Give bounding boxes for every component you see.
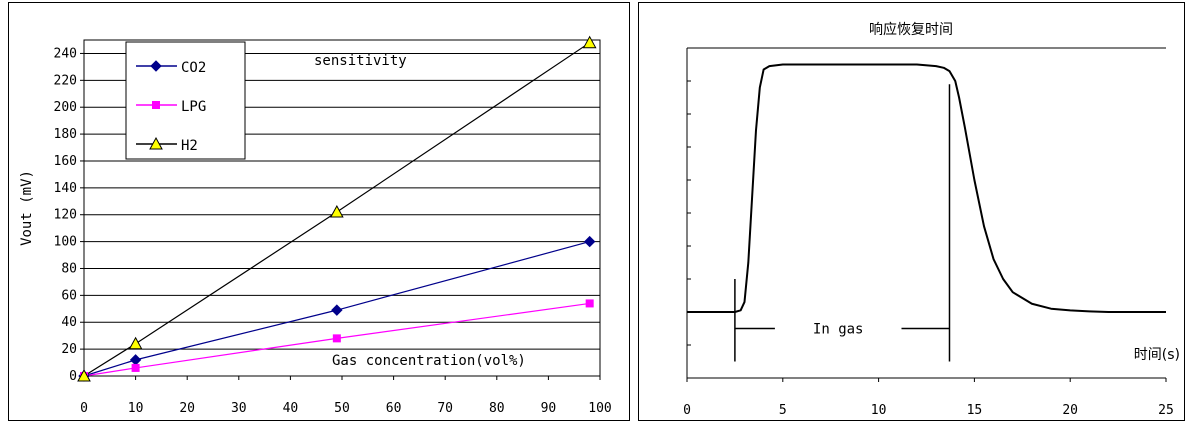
x-tick-label: 10	[871, 403, 887, 418]
x-tick-label: 100	[588, 401, 611, 416]
x-axis-label: 时间(s)	[1134, 347, 1180, 363]
x-axis-label: Gas concentration(vol%)	[332, 353, 526, 369]
y-tick-label: 240	[54, 46, 77, 61]
x-tick-label: 90	[541, 401, 557, 416]
legend-label-co2: CO2	[181, 60, 206, 76]
x-tick-label: 25	[1158, 403, 1174, 418]
x-tick-label: 60	[386, 401, 402, 416]
data-point-co2	[129, 354, 142, 366]
x-tick-label: 20	[1062, 403, 1078, 418]
response-curve	[687, 63, 1166, 313]
y-tick-label: 80	[61, 261, 77, 276]
x-tick-label: 30	[231, 401, 247, 416]
y-tick-label: 180	[54, 127, 77, 142]
response-time-chart: 响应恢复时间 0 5 10 15 20 25 In gas 时间(s)	[683, 21, 1180, 418]
x-tick-label: 40	[283, 401, 299, 416]
data-point-lpg	[332, 334, 341, 343]
x-tick-label: 15	[967, 403, 983, 418]
legend-marker-lpg	[152, 101, 160, 109]
in-gas-annotation: In gas	[813, 322, 864, 338]
data-point-h2	[582, 35, 597, 49]
y-axis-label: Vout (mV)	[19, 170, 35, 246]
x-tick-label: 0	[80, 401, 88, 416]
y-tick-label: 140	[54, 181, 77, 196]
data-point-co2	[331, 304, 343, 316]
data-point-lpg	[131, 363, 140, 372]
y-tick-label: 100	[54, 235, 77, 250]
x-tick-label: 50	[334, 401, 350, 416]
data-point-h2	[77, 368, 91, 382]
legend-marker-co2	[150, 60, 162, 72]
data-point-lpg	[585, 299, 594, 308]
x-tick-label: 5	[779, 403, 787, 418]
series-line-lpg	[83, 302, 590, 377]
legend-box	[125, 41, 246, 160]
y-tick-label: 200	[54, 100, 77, 115]
x-tick-label: 10	[128, 401, 144, 416]
sensitivity-chart: 0 20 40 60 80 100 120 140 160 180 200 220 240 0 10 20 30…	[19, 35, 612, 416]
y-tick-label: 60	[61, 288, 77, 303]
y-tick-label: 20	[61, 342, 77, 357]
x-tick-label: 20	[179, 401, 195, 416]
data-point-co2	[583, 235, 596, 248]
chart-title: sensitivity	[314, 53, 407, 69]
legend-label-lpg: LPG	[181, 99, 206, 115]
data-point-h2	[128, 336, 143, 350]
legend-label-h2: H2	[181, 138, 198, 154]
y-tick-label: 120	[54, 208, 77, 223]
y-tick-label: 0	[69, 369, 77, 384]
x-tick-label: 0	[683, 403, 691, 418]
chart-title: 响应恢复时间	[869, 21, 953, 38]
data-point-h2	[329, 204, 344, 218]
sensitivity-chart-panel: 0 20 40 60 80 100 120 140 160 180 200 220 240 0 10 20 30…	[8, 2, 630, 421]
legend-marker-h2	[149, 136, 163, 150]
y-tick-label: 40	[61, 315, 77, 330]
series-line-h2	[83, 42, 591, 377]
x-tick-label: 70	[437, 401, 453, 416]
y-tick-label: 220	[54, 73, 77, 88]
y-tick-label: 160	[54, 154, 77, 169]
x-tick-label: 80	[489, 401, 505, 416]
series-line-co2	[83, 241, 590, 377]
response-time-chart-panel: 响应恢复时间 0 5 10 15 20 25 In gas 时间(s)	[638, 2, 1185, 421]
